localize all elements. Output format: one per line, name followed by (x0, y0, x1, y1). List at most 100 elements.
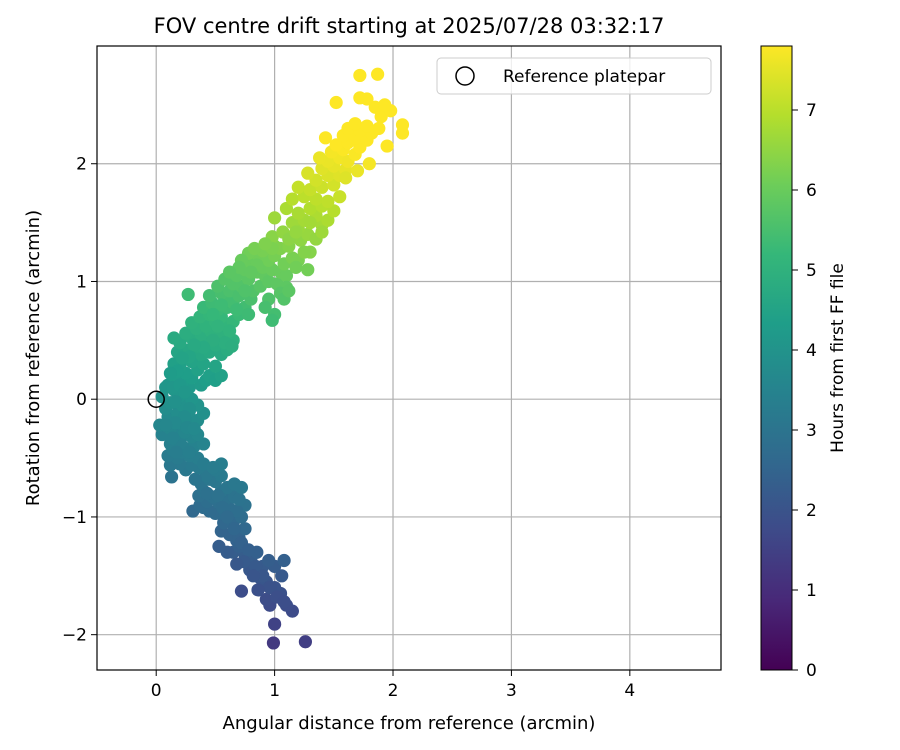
scatter-points (153, 67, 410, 650)
x-tick-label: 3 (506, 681, 517, 701)
scatter-point (371, 67, 385, 81)
scatter-point (265, 313, 279, 327)
scatter-point (169, 445, 183, 459)
scatter-point (380, 139, 394, 153)
scatter-point (223, 265, 237, 279)
colorbar-tick-label: 0 (806, 661, 817, 681)
scatter-point (266, 636, 281, 650)
scatter-point (327, 204, 341, 218)
scatter-point (291, 180, 305, 194)
scatter-point (353, 68, 367, 83)
scatter-point (258, 300, 272, 314)
scatter-point (166, 431, 180, 445)
scatter-point (313, 151, 327, 165)
scatter-point (227, 522, 241, 536)
scatter-point (164, 470, 179, 484)
scatter-point (378, 98, 392, 112)
reference-point-marker (147, 390, 165, 408)
scatter-point (200, 486, 214, 500)
scatter-point (234, 480, 249, 495)
scatter-point (220, 510, 234, 524)
scatter-point (327, 178, 341, 192)
scatter-point (353, 91, 367, 105)
scatter-point (277, 553, 291, 568)
scatter-point (333, 190, 347, 204)
y-tick-label: −2 (62, 626, 87, 646)
scatter-point (301, 263, 315, 277)
scatter-point (211, 319, 225, 333)
colorbar-ticks: 0 1 2 3 4 5 6 7 (792, 101, 817, 681)
scatter-point (168, 394, 182, 409)
scatter-point (241, 543, 256, 557)
scatter-point (297, 245, 311, 259)
scatter-point (178, 385, 192, 399)
scatter-point (309, 192, 323, 206)
colorbar-tick-label: 4 (806, 341, 817, 361)
colorbar-tick-label: 2 (806, 501, 817, 521)
colorbar-label: Hours from first FF file (828, 263, 848, 453)
scatter-point (262, 553, 276, 568)
scatter-point (374, 110, 388, 124)
scatter-point (303, 183, 317, 197)
colorbar-tick-label: 7 (806, 101, 817, 121)
scatter-point (268, 617, 282, 631)
colorbar (760, 45, 793, 671)
scatter-point (206, 460, 220, 475)
y-axis-label: Rotation from reference (arcmin) (23, 210, 44, 506)
scatter-point (214, 369, 228, 383)
legend-box (436, 57, 712, 95)
scatter-point (187, 422, 201, 436)
legend-entry-reference: Reference platepar (503, 67, 665, 87)
x-axis-ticks: 0 1 2 3 4 (151, 670, 635, 701)
scatter-point (289, 225, 303, 239)
x-tick-label: 4 (624, 681, 635, 701)
scatter-point (279, 201, 294, 216)
scatter-point (244, 265, 258, 279)
y-tick-label: 0 (76, 390, 87, 410)
scatter-point (232, 492, 246, 506)
scatter-point (206, 307, 220, 322)
scatter-point (268, 211, 282, 225)
scatter-point (348, 117, 362, 131)
y-tick-label: −1 (62, 508, 87, 528)
scatter-point (303, 216, 317, 230)
scatter-point (298, 635, 312, 649)
scatter-point (181, 287, 195, 302)
scatter-point (238, 284, 252, 298)
scatter-point (206, 333, 220, 347)
scatter-point (285, 192, 299, 206)
scatter-point (188, 472, 202, 486)
y-tick-label: 1 (76, 272, 87, 292)
colorbar-tick-label: 6 (806, 181, 817, 201)
scatter-point (238, 522, 252, 536)
scatter-point (178, 410, 192, 424)
colorbar-tick-label: 3 (806, 421, 817, 441)
scatter-point (258, 237, 272, 251)
scatter-point (175, 351, 189, 365)
scatter-point (275, 569, 289, 583)
scatter-point (339, 171, 353, 185)
y-tick-label: 2 (76, 155, 87, 175)
scatter-point (246, 569, 260, 583)
scatter-point (163, 366, 178, 380)
colorbar-tick-label: 5 (806, 261, 817, 281)
scatter-point (329, 138, 343, 152)
scatter-point (279, 268, 294, 283)
grid-lines (97, 46, 721, 670)
scatter-point (212, 539, 226, 553)
legend: Reference platepar (436, 57, 712, 95)
scatter-point (230, 557, 244, 571)
plot-frame (96, 45, 722, 671)
scatter-point (301, 166, 315, 180)
scatter-point (256, 569, 270, 583)
scatter-point (223, 324, 237, 338)
scatter-point (277, 595, 291, 609)
x-tick-label: 1 (269, 681, 280, 701)
scatter-point (289, 260, 303, 274)
scatter-point (321, 194, 335, 209)
scatter-point (167, 331, 181, 345)
x-tick-label: 0 (151, 681, 162, 701)
colorbar-tick-label: 1 (806, 581, 817, 601)
scatter-point (303, 201, 317, 216)
